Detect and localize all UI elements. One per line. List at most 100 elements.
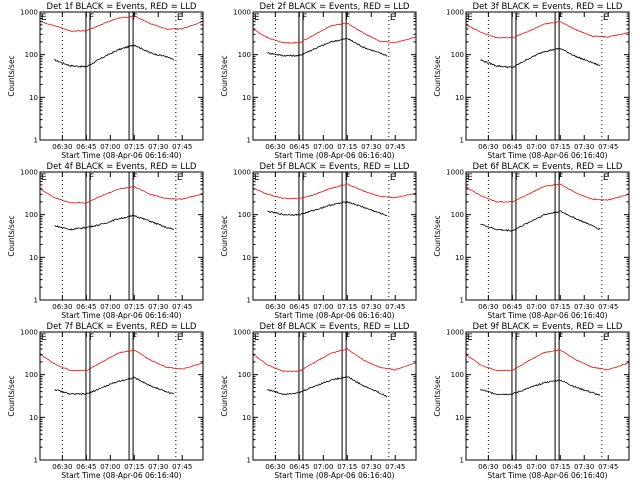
plot-frame xyxy=(252,171,417,301)
y-tick-label: 100 xyxy=(238,371,251,379)
y-tick-label: 10 xyxy=(29,254,38,262)
y-tick-label: 1 xyxy=(34,137,38,145)
series-line xyxy=(267,200,388,217)
flag-label: E xyxy=(41,173,47,183)
y-tick-label: 10 xyxy=(455,254,464,262)
x-tick-label: 07:15 xyxy=(337,463,357,471)
x-tick-label: 06:45 xyxy=(502,143,522,151)
flag-label: E xyxy=(177,333,183,343)
y-tick-label: 100 xyxy=(238,211,251,219)
y-tick-label: 100 xyxy=(451,211,464,219)
x-tick-label: 06:45 xyxy=(76,303,96,311)
flag-label: E xyxy=(467,333,473,343)
flag-label: F xyxy=(345,333,350,343)
x-tick-label: 07:00 xyxy=(100,463,120,471)
x-tick-label: 07:15 xyxy=(124,303,144,311)
x-tick-label: 06:30 xyxy=(265,303,285,311)
flag-label: E xyxy=(254,13,260,23)
x-tick-label: 07:45 xyxy=(598,303,618,311)
y-tick-label: 10 xyxy=(29,414,38,422)
x-tick-label: 07:30 xyxy=(574,143,594,151)
series-line xyxy=(54,214,175,231)
y-tick-label: 1000 xyxy=(233,169,251,177)
panel-title: Det 9f BLACK = Events, RED = LLD xyxy=(473,322,623,332)
flag-label: E xyxy=(254,173,260,183)
x-tick-label: 07:15 xyxy=(337,303,357,311)
y-tick-label: 1000 xyxy=(233,329,251,337)
x-tick-label: 07:00 xyxy=(313,303,333,311)
x-axis-label: Start Time (08-Apr-06 06:16:40) xyxy=(274,311,394,320)
y-tick-label: 10 xyxy=(29,94,38,102)
flag-label: E xyxy=(254,333,260,343)
flag-label: E xyxy=(41,333,47,343)
y-axis-label: Counts/sec xyxy=(220,375,229,416)
flag-label: F xyxy=(132,13,137,23)
x-tick-label: 06:45 xyxy=(76,143,96,151)
x-tick-label: 07:45 xyxy=(598,463,618,471)
flag-label: E xyxy=(177,173,183,183)
x-tick-label: 07:30 xyxy=(574,303,594,311)
y-tick-label: 1000 xyxy=(233,9,251,17)
x-axis-label: Start Time (08-Apr-06 06:16:40) xyxy=(274,151,394,160)
x-tick-label: 06:45 xyxy=(289,463,309,471)
y-tick-label: 1 xyxy=(34,457,38,465)
plot-frame xyxy=(465,331,630,461)
x-tick-label: 06:30 xyxy=(478,143,498,151)
flag-label: E xyxy=(390,13,396,23)
series-line xyxy=(39,185,204,204)
y-tick-label: 100 xyxy=(25,51,38,59)
series-line xyxy=(252,183,417,200)
y-axis-label: Counts/sec xyxy=(220,215,229,256)
x-axis-label: Start Time (08-Apr-06 06:16:40) xyxy=(61,151,181,160)
y-axis-label: Counts/sec xyxy=(433,215,442,256)
flag-label: F xyxy=(89,333,94,343)
panel-title: Det 5f BLACK = Events, RED = LLD xyxy=(260,162,410,172)
x-tick-label: 07:00 xyxy=(526,463,546,471)
y-tick-label: 1 xyxy=(247,137,251,145)
flag-label: F xyxy=(558,333,563,343)
flag-label: E xyxy=(177,13,183,23)
y-tick-label: 100 xyxy=(451,51,464,59)
plot-frame xyxy=(465,171,630,301)
x-tick-label: 07:00 xyxy=(526,143,546,151)
x-tick-label: 07:30 xyxy=(574,463,594,471)
series-line xyxy=(465,183,630,203)
flag-label: E xyxy=(390,173,396,183)
x-tick-label: 07:15 xyxy=(337,143,357,151)
panel-title: Det 3f BLACK = Events, RED = LLD xyxy=(473,2,623,12)
x-tick-label: 07:30 xyxy=(148,463,168,471)
x-tick-label: 06:30 xyxy=(478,463,498,471)
x-tick-label: 07:00 xyxy=(100,143,120,151)
x-tick-label: 07:15 xyxy=(124,143,144,151)
x-tick-label: 07:15 xyxy=(550,303,570,311)
x-tick-label: 07:15 xyxy=(124,463,144,471)
y-axis-label: Counts/sec xyxy=(7,375,16,416)
y-tick-label: 1000 xyxy=(20,169,38,177)
flag-label: F xyxy=(89,13,94,23)
panel-title: Det 7f BLACK = Events, RED = LLD xyxy=(47,322,197,332)
x-tick-label: 06:30 xyxy=(52,143,72,151)
y-tick-label: 1 xyxy=(460,457,464,465)
y-tick-label: 100 xyxy=(238,51,251,59)
series-line xyxy=(252,347,417,373)
flag-label: F xyxy=(515,13,520,23)
x-tick-label: 07:45 xyxy=(598,143,618,151)
series-line xyxy=(465,20,630,39)
x-axis-label: Start Time (08-Apr-06 06:16:40) xyxy=(61,311,181,320)
x-tick-label: 06:45 xyxy=(502,463,522,471)
x-axis-label: Start Time (08-Apr-06 06:16:40) xyxy=(61,471,181,480)
x-tick-label: 06:45 xyxy=(289,143,309,151)
series-line xyxy=(39,15,204,32)
x-tick-label: 07:30 xyxy=(361,463,381,471)
y-tick-label: 10 xyxy=(242,94,251,102)
panel-title: Det 6f BLACK = Events, RED = LLD xyxy=(473,162,623,172)
